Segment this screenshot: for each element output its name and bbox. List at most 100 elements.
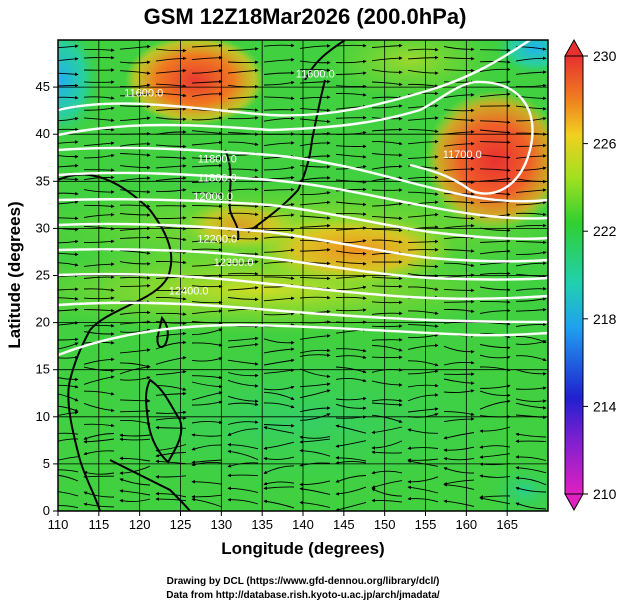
streamline xyxy=(227,47,259,51)
streamline xyxy=(299,44,331,49)
streamline xyxy=(227,473,259,478)
streamline xyxy=(299,95,331,100)
streamline xyxy=(227,141,259,146)
streamline xyxy=(443,345,475,354)
streamline xyxy=(479,496,511,505)
contour-12100 xyxy=(58,222,548,263)
streamline xyxy=(58,469,79,473)
streamline xyxy=(58,432,79,435)
streamline xyxy=(335,415,367,419)
streamline xyxy=(479,177,511,182)
streamline xyxy=(58,410,79,416)
streamline xyxy=(371,127,403,132)
x-tick-label: 160 xyxy=(455,517,477,532)
streamline xyxy=(407,55,439,60)
streamline xyxy=(227,84,259,89)
streamline xyxy=(443,156,475,161)
streamline xyxy=(407,323,439,328)
streamline xyxy=(58,191,79,196)
streamline xyxy=(335,71,367,75)
streamline xyxy=(191,191,223,196)
streamline xyxy=(263,107,295,112)
streamline xyxy=(371,311,403,316)
streamline xyxy=(58,342,79,350)
streamline xyxy=(119,456,151,462)
streamline xyxy=(479,239,511,243)
streamline xyxy=(58,384,79,389)
colorbar-tick-label: 218 xyxy=(593,311,617,327)
colorbar-tick-label: 214 xyxy=(593,398,617,414)
streamline xyxy=(335,201,367,207)
north-yellow xyxy=(320,40,500,100)
streamline xyxy=(443,68,475,73)
streamline xyxy=(155,130,187,135)
streamline xyxy=(155,370,187,376)
streamline xyxy=(335,501,367,511)
streamline xyxy=(371,398,403,403)
streamline xyxy=(58,491,79,497)
streamline xyxy=(155,48,187,53)
streamline xyxy=(479,426,511,433)
streamline xyxy=(83,375,115,385)
streamline xyxy=(263,385,295,391)
x-tick-label: 130 xyxy=(210,517,232,532)
streamline xyxy=(155,107,187,111)
streamline xyxy=(263,248,295,253)
streamline xyxy=(407,310,439,315)
warm-core-northeast xyxy=(425,90,548,230)
streamline xyxy=(263,426,295,434)
streamline xyxy=(515,432,547,438)
streamline xyxy=(479,271,511,276)
contour-12500 xyxy=(58,323,548,357)
streamline xyxy=(155,384,187,391)
streamline xyxy=(407,103,439,109)
y-tick-label: 20 xyxy=(36,315,50,330)
streamline xyxy=(155,216,187,220)
streamline xyxy=(479,48,511,52)
colorbar: 210 214 218 222 226 230 xyxy=(564,38,617,512)
streamline xyxy=(119,176,151,182)
streamline xyxy=(83,323,115,328)
streamline xyxy=(299,141,331,147)
streamline xyxy=(58,216,79,221)
streamline xyxy=(335,84,367,89)
streamline xyxy=(479,249,511,255)
streamline xyxy=(263,116,295,122)
x-tick-label: 140 xyxy=(292,517,314,532)
streamline xyxy=(58,393,79,402)
streamline xyxy=(335,456,367,462)
contour-labels: 11600.0 11600.0 11700.0 11800.0 11800.0 12000… xyxy=(124,69,481,298)
streamline xyxy=(263,499,295,509)
streamline xyxy=(191,92,223,97)
streamline xyxy=(263,423,295,428)
streamline xyxy=(119,348,151,354)
contour-label: 11800.0 xyxy=(198,153,237,165)
streamline xyxy=(83,189,115,194)
streamline xyxy=(83,96,115,100)
streamline xyxy=(263,481,295,486)
southeast-teal xyxy=(485,460,548,511)
streamline xyxy=(83,239,115,244)
coast-philippines xyxy=(145,378,183,464)
streamline xyxy=(443,56,475,61)
streamline xyxy=(227,359,259,366)
streamline xyxy=(335,59,367,64)
streamline xyxy=(191,342,223,347)
streamline xyxy=(371,480,403,489)
streamline xyxy=(191,375,223,380)
streamline xyxy=(515,502,547,510)
streamline xyxy=(515,355,547,362)
streamline xyxy=(407,129,439,134)
streamline xyxy=(263,235,295,240)
streamline xyxy=(58,200,79,205)
streamline xyxy=(58,57,79,62)
contour-12200 xyxy=(58,248,548,281)
streamline xyxy=(227,108,259,112)
streamline xyxy=(407,496,439,503)
streamline xyxy=(227,297,259,302)
streamline xyxy=(371,368,403,373)
streamline xyxy=(191,400,223,406)
streamline xyxy=(371,69,403,75)
y-tick-label: 40 xyxy=(36,126,50,141)
contour-label: 12200.0 xyxy=(197,234,237,246)
